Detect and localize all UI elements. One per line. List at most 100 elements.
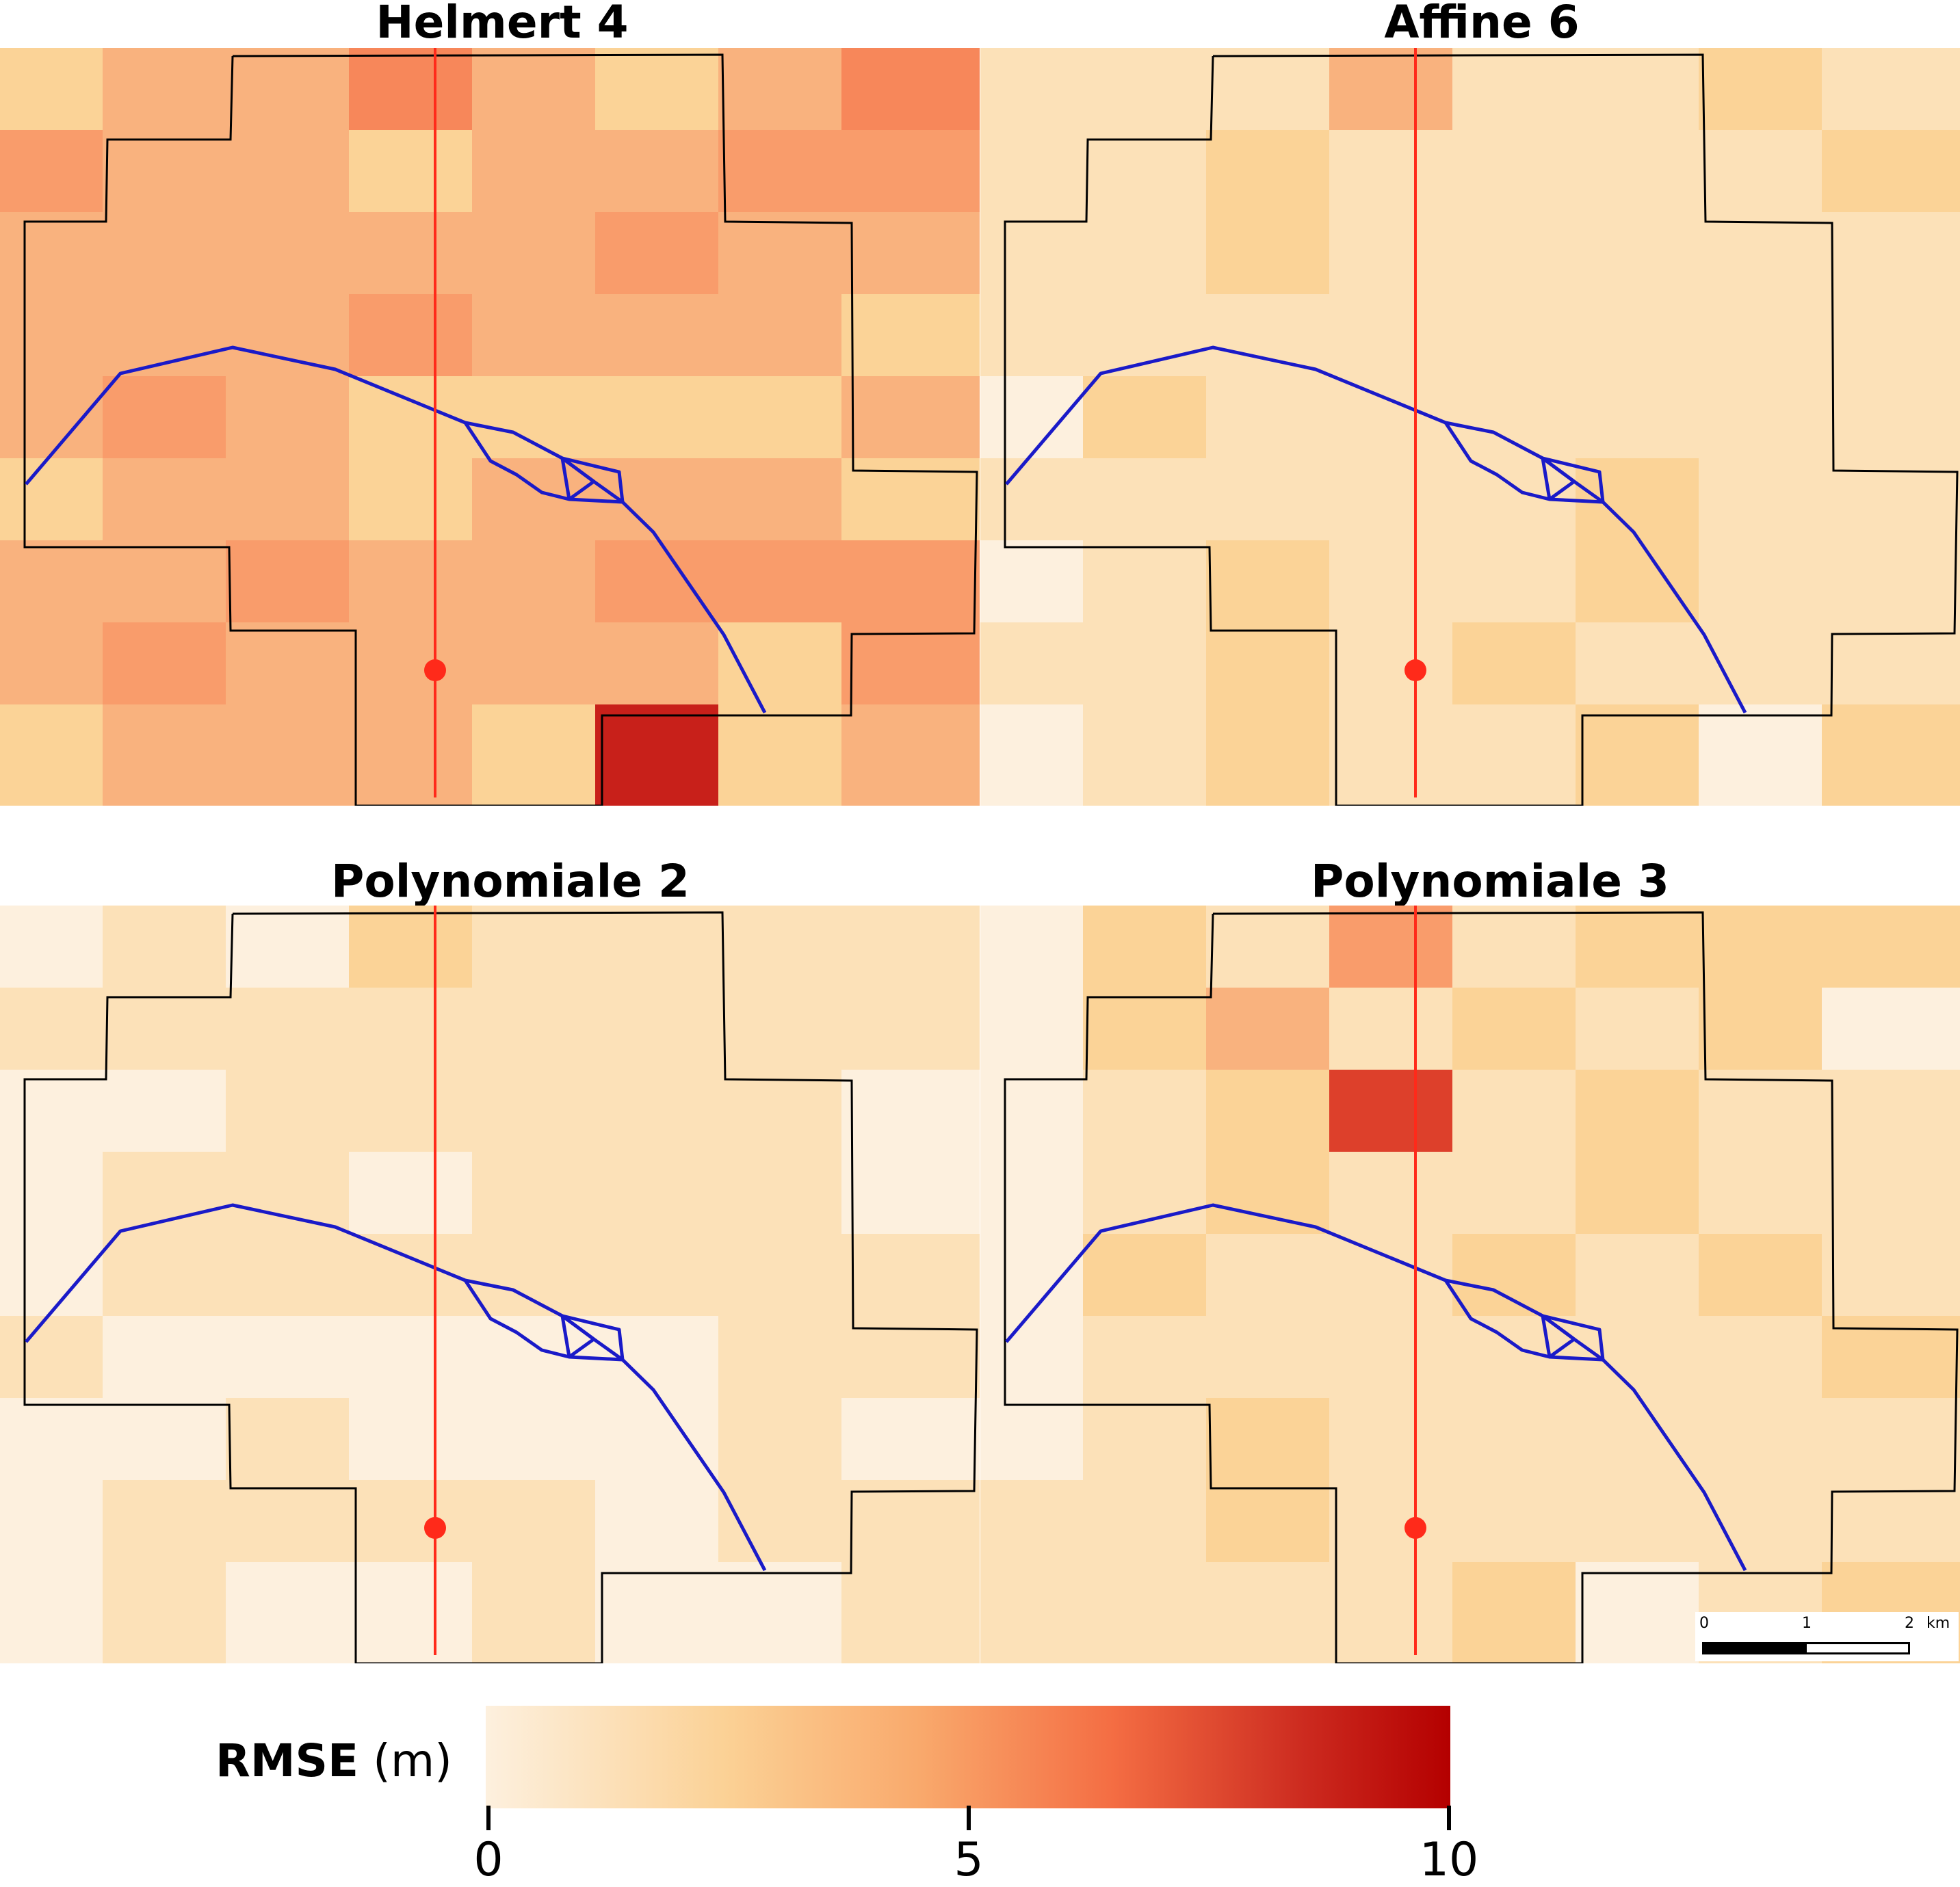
rmse-cell xyxy=(103,1562,226,1663)
rmse-cell xyxy=(1576,540,1699,623)
rmse-cell xyxy=(349,48,473,131)
rmse-cell xyxy=(595,1398,719,1481)
rmse-cell xyxy=(103,376,226,459)
rmse-cell xyxy=(980,376,1084,459)
rmse-cell xyxy=(226,704,350,806)
color-ramp-label-5: 5 xyxy=(954,1833,984,1887)
rmse-cell xyxy=(1206,1480,1330,1563)
rmse-cell xyxy=(349,212,473,295)
rmse-cell xyxy=(349,130,473,213)
rmse-cell xyxy=(226,1152,350,1235)
rmse-cell xyxy=(980,1234,1084,1317)
rmse-cell xyxy=(595,376,719,459)
rmse-cell xyxy=(349,1316,473,1399)
rmse-cell xyxy=(841,988,980,1070)
rmse-cell xyxy=(841,294,980,377)
rmse-cell xyxy=(841,1234,980,1317)
profile-point xyxy=(1404,659,1426,681)
rmse-cell xyxy=(1822,212,1960,295)
map-panel-polynomiale-3 xyxy=(980,906,1960,1663)
rmse-cell xyxy=(472,540,596,623)
rmse-cell xyxy=(226,376,350,459)
rmse-cell xyxy=(980,458,1084,541)
rmse-cell xyxy=(0,1398,103,1481)
panel-title-polynomiale-2: Polynomiale 2 xyxy=(331,855,690,908)
rmse-cell xyxy=(472,130,596,213)
rmse-cell xyxy=(349,1398,473,1481)
rmse-cell xyxy=(841,376,980,459)
rmse-cell xyxy=(718,1070,842,1152)
rmse-cell xyxy=(1452,1234,1576,1317)
rmse-cell xyxy=(1576,988,1699,1070)
rmse-cell xyxy=(1329,458,1453,541)
rmse-cell xyxy=(841,212,980,295)
rmse-cell xyxy=(1329,1316,1453,1399)
rmse-cell xyxy=(349,1562,473,1663)
rmse-cell xyxy=(1452,1152,1576,1235)
rmse-cell xyxy=(980,1152,1084,1235)
rmse-cell xyxy=(1452,540,1576,623)
rmse-cell xyxy=(1822,376,1960,459)
rmse-cell xyxy=(1206,704,1330,806)
rmse-cell xyxy=(1083,212,1207,295)
rmse-cell xyxy=(1576,212,1699,295)
rmse-cell xyxy=(1822,704,1960,806)
rmse-cell xyxy=(980,1316,1084,1399)
rmse-cell xyxy=(1083,458,1207,541)
rmse-cell xyxy=(472,988,596,1070)
rmse-cell xyxy=(226,1316,350,1399)
map-panel-affine-6 xyxy=(980,48,1960,806)
study-area-boundary xyxy=(23,53,978,806)
rmse-cell xyxy=(1699,1480,1822,1563)
rmse-cell xyxy=(0,1152,103,1235)
rmse-cell xyxy=(718,1234,842,1317)
scale-bar-segment-black xyxy=(1702,1642,1806,1654)
rmse-cell xyxy=(1329,1398,1453,1481)
rmse-cell xyxy=(0,1234,103,1317)
rmse-cell xyxy=(841,1398,980,1481)
rmse-cell xyxy=(1822,1480,1960,1563)
rmse-cell xyxy=(1206,988,1330,1070)
rmse-cell xyxy=(1083,1480,1207,1563)
rmse-cell xyxy=(1822,130,1960,213)
rmse-cell xyxy=(718,704,842,806)
rmse-cell xyxy=(1699,458,1822,541)
rmse-cell xyxy=(103,704,226,806)
rmse-cell xyxy=(1699,988,1822,1070)
rmse-cell xyxy=(595,294,719,377)
rmse-cell xyxy=(1576,1234,1699,1317)
color-ramp-tick-10 xyxy=(1447,1806,1451,1830)
rmse-cell xyxy=(0,622,103,705)
rmse-cell xyxy=(595,130,719,213)
rmse-cell xyxy=(226,622,350,705)
rmse-cell xyxy=(980,1070,1084,1152)
rmse-cell xyxy=(980,622,1084,705)
scale-bar-tick-0: 0 xyxy=(1699,1615,1709,1632)
rmse-cell xyxy=(1329,540,1453,623)
rmse-cell xyxy=(103,48,226,131)
rmse-cell xyxy=(1699,48,1822,131)
rmse-cell xyxy=(103,130,226,213)
rmse-cell xyxy=(472,906,596,988)
rmse-cell xyxy=(103,1480,226,1563)
rmse-cell xyxy=(103,906,226,988)
rmse-cell xyxy=(103,1070,226,1152)
rmse-cell xyxy=(1576,1152,1699,1235)
rmse-cell xyxy=(1452,130,1576,213)
rmse-cell xyxy=(1083,622,1207,705)
rmse-cell xyxy=(1822,48,1960,131)
profile-point xyxy=(1404,1517,1426,1539)
rmse-cell xyxy=(980,294,1084,377)
rmse-cell xyxy=(349,1152,473,1235)
rmse-cell xyxy=(1329,622,1453,705)
rmse-cell xyxy=(0,704,103,806)
rmse-cell xyxy=(595,540,719,623)
rmse-cell xyxy=(1452,1480,1576,1563)
rmse-cell xyxy=(1576,48,1699,131)
rmse-cell xyxy=(1822,1070,1960,1152)
rmse-cell xyxy=(103,622,226,705)
rmse-cell xyxy=(103,212,226,295)
rmse-cell xyxy=(1576,1480,1699,1563)
rmse-cell xyxy=(841,1152,980,1235)
rmse-cell xyxy=(0,906,103,988)
